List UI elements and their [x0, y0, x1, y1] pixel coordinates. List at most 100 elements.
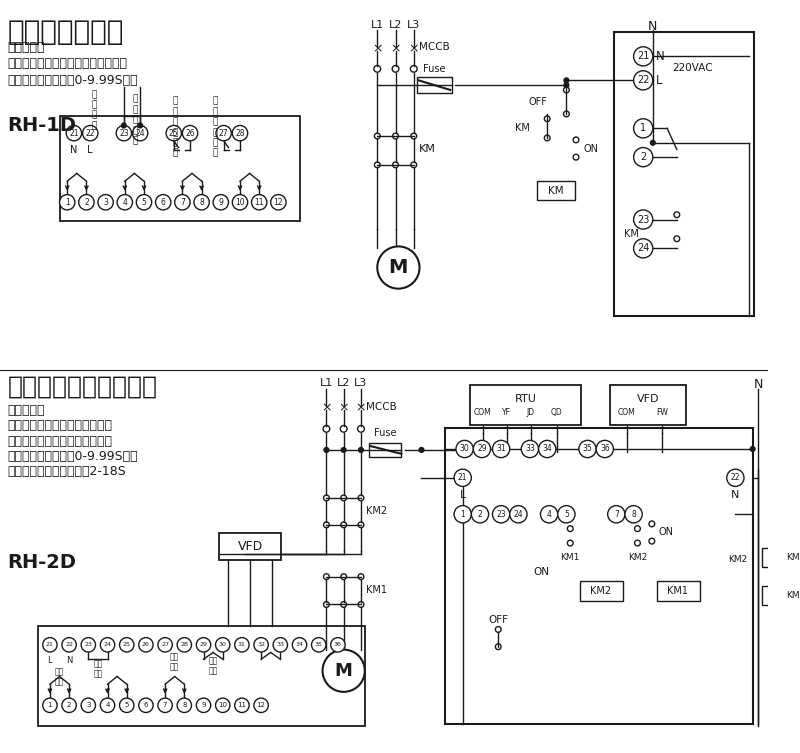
Circle shape	[59, 194, 75, 210]
Text: 工频
位置: 工频 位置	[94, 659, 102, 678]
Text: 22: 22	[86, 129, 95, 138]
Circle shape	[116, 126, 131, 141]
Circle shape	[564, 83, 569, 87]
Text: ×: ×	[390, 42, 401, 55]
Text: FW: FW	[657, 408, 668, 417]
Text: KM: KM	[515, 123, 530, 133]
Text: 23: 23	[119, 129, 129, 138]
Text: KM: KM	[548, 186, 564, 196]
Text: 2: 2	[640, 152, 646, 162]
Text: 6: 6	[161, 198, 166, 207]
Circle shape	[138, 698, 153, 712]
Text: 3: 3	[86, 703, 90, 709]
Circle shape	[117, 194, 133, 210]
Circle shape	[634, 47, 653, 66]
Circle shape	[650, 140, 655, 145]
Circle shape	[177, 638, 191, 652]
Bar	[219, 533, 282, 560]
Text: 工频系统配合交流接触器晃电再启动: 工频系统配合交流接触器晃电再启动	[8, 57, 128, 70]
Circle shape	[456, 441, 474, 458]
Circle shape	[322, 650, 365, 692]
Text: 2: 2	[478, 510, 482, 519]
Text: 21: 21	[69, 129, 78, 138]
Text: 5: 5	[125, 703, 129, 709]
Circle shape	[234, 698, 249, 712]
Circle shape	[78, 194, 94, 210]
Text: N: N	[731, 490, 739, 500]
Text: 4: 4	[106, 703, 110, 709]
Circle shape	[510, 505, 527, 523]
Text: 32: 32	[257, 642, 265, 648]
Circle shape	[254, 638, 268, 652]
Text: L: L	[48, 657, 52, 666]
Circle shape	[634, 210, 653, 229]
Text: 4: 4	[122, 198, 127, 207]
Text: KM: KM	[623, 229, 638, 239]
Circle shape	[215, 698, 230, 712]
Text: 7: 7	[163, 703, 167, 709]
Text: COM: COM	[618, 408, 636, 417]
Text: ON: ON	[534, 567, 550, 577]
Circle shape	[138, 638, 153, 652]
Text: L3: L3	[354, 378, 367, 388]
Text: JD: JD	[527, 408, 535, 417]
Circle shape	[166, 126, 182, 141]
Text: 1: 1	[640, 123, 646, 133]
Text: 适用范围：: 适用范围：	[8, 41, 45, 54]
Bar	[762, 587, 777, 605]
Text: YF: YF	[502, 408, 511, 417]
Text: 33: 33	[525, 444, 534, 453]
Text: KM2: KM2	[366, 506, 387, 517]
Text: KM: KM	[418, 145, 435, 154]
Text: 1: 1	[65, 198, 70, 207]
Circle shape	[625, 505, 642, 523]
Text: 27: 27	[161, 642, 169, 648]
Text: 7: 7	[180, 198, 185, 207]
Text: KM2: KM2	[628, 553, 647, 562]
Circle shape	[634, 71, 653, 90]
Text: 8: 8	[199, 198, 204, 207]
Bar	[537, 181, 575, 200]
Circle shape	[254, 698, 268, 712]
Text: 36: 36	[600, 444, 610, 453]
Text: 变频器再启动运行时间：2-18S: 变频器再启动运行时间：2-18S	[8, 465, 126, 478]
Bar	[470, 385, 581, 425]
Circle shape	[81, 638, 95, 652]
Circle shape	[538, 441, 556, 458]
Text: 26: 26	[142, 642, 150, 648]
Text: Fuse: Fuse	[374, 428, 396, 438]
Circle shape	[196, 698, 210, 712]
Text: 21: 21	[637, 51, 650, 61]
Circle shape	[270, 194, 286, 210]
Text: 工
作
电
源: 工 作 电 源	[91, 90, 97, 130]
Text: N: N	[66, 657, 72, 666]
Text: ×: ×	[356, 401, 366, 414]
Circle shape	[158, 638, 172, 652]
Circle shape	[215, 638, 230, 652]
Text: 31: 31	[496, 444, 506, 453]
Text: 26: 26	[186, 129, 195, 138]
Text: 1: 1	[48, 703, 52, 709]
Circle shape	[564, 78, 569, 83]
Text: 9: 9	[218, 198, 223, 207]
Text: 25: 25	[122, 642, 130, 648]
Text: 24: 24	[103, 642, 111, 648]
Text: RH-1D: RH-1D	[8, 116, 77, 135]
Text: M: M	[334, 662, 353, 680]
Text: 33: 33	[276, 642, 284, 648]
Bar	[762, 548, 777, 567]
Text: Fuse: Fuse	[423, 63, 446, 74]
Circle shape	[273, 638, 287, 652]
Circle shape	[100, 638, 114, 652]
Circle shape	[82, 126, 98, 141]
Circle shape	[133, 126, 148, 141]
Text: N: N	[656, 50, 665, 62]
Circle shape	[634, 239, 653, 258]
Text: 工
作
电
源
监
视: 工 作 电 源 监 视	[212, 96, 218, 157]
Text: 工频系统配合接触器晃电在启动: 工频系统配合接触器晃电在启动	[8, 419, 113, 432]
Text: 8: 8	[182, 703, 186, 709]
Text: 12: 12	[274, 198, 283, 207]
Text: OFF: OFF	[528, 97, 547, 107]
Text: 7: 7	[614, 510, 618, 519]
Text: 35: 35	[582, 444, 592, 453]
